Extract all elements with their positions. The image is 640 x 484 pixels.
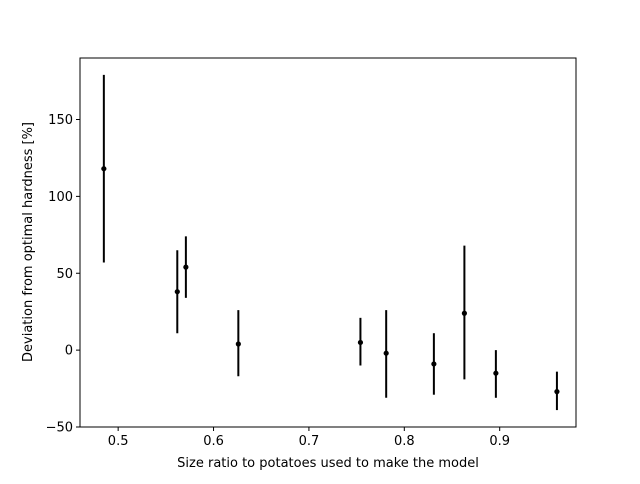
x-tick-label: 0.6 [203, 434, 224, 449]
x-tick-label: 0.9 [489, 434, 510, 449]
data-point-0 [101, 166, 107, 172]
x-axis-label: Size ratio to potatoes used to make the … [177, 456, 479, 471]
x-axis-ticks: 0.5 0.6 0.7 0.8 0.9 [108, 427, 510, 449]
y-tick-label: 150 [48, 113, 73, 128]
data-point-3 [235, 341, 241, 347]
x-tick-label: 0.5 [108, 434, 129, 449]
data-marks [101, 74, 560, 411]
y-tick-label: 0 [65, 344, 73, 359]
y-tick-label: −50 [46, 421, 73, 436]
x-tick-label: 0.7 [299, 434, 320, 449]
data-point-1 [174, 289, 180, 295]
data-point-4 [357, 339, 364, 346]
data-point-5 [383, 350, 389, 356]
y-axis-label: Deviation from optimal hardness [%] [21, 122, 36, 362]
x-tick-label: 0.8 [394, 434, 415, 449]
data-point-7 [461, 310, 467, 316]
data-point-2 [183, 264, 189, 270]
y-axis-ticks: −50 0 50 100 150 [46, 113, 80, 436]
y-tick-label: 100 [48, 190, 73, 205]
plot-frame [79, 57, 577, 428]
data-point-8 [493, 370, 499, 376]
y-tick-label: 50 [56, 267, 73, 282]
data-point-9 [554, 389, 560, 395]
data-point-6 [431, 361, 437, 367]
